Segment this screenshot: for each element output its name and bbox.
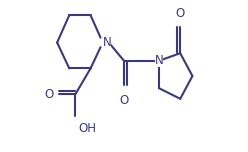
Text: O: O (176, 7, 185, 20)
Text: N: N (103, 36, 111, 49)
Text: O: O (119, 94, 129, 107)
Text: N: N (155, 54, 163, 67)
Text: OH: OH (78, 122, 96, 135)
Text: O: O (45, 88, 54, 101)
